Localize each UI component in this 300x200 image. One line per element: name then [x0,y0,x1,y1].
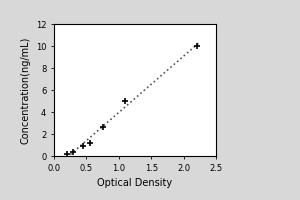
X-axis label: Optical Density: Optical Density [98,178,172,188]
Y-axis label: Concentration(ng/mL): Concentration(ng/mL) [20,36,30,144]
